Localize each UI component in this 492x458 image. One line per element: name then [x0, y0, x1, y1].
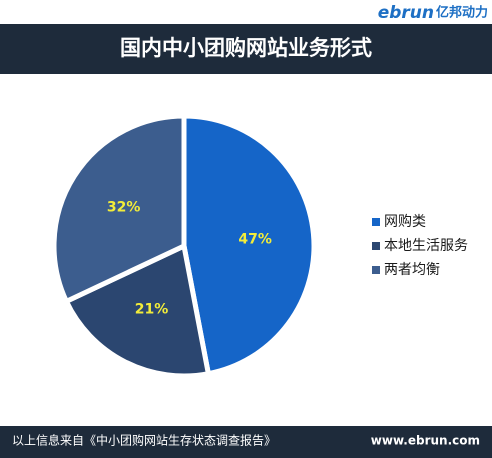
legend-swatch — [372, 242, 380, 250]
pie-slice — [181, 113, 317, 377]
logo-brand: ebrun — [378, 3, 434, 23]
pie-slice — [51, 113, 187, 305]
footer-url: www.ebrun.com — [371, 434, 480, 448]
data-label: 47% — [238, 231, 272, 247]
legend-swatch — [372, 218, 380, 226]
footer-source: 以上信息来自《中小团购网站生存状态调查报告》 — [12, 433, 276, 448]
pie: 47% 21% 32% — [51, 113, 317, 379]
chart-title: 国内中小团购网站业务形式 — [120, 36, 372, 60]
data-label: 32% — [107, 200, 141, 216]
logo-tagline: 亿邦动力 — [436, 5, 488, 21]
legend-label: 本地生活服务 — [384, 238, 468, 254]
legend-swatch — [372, 266, 380, 274]
footer-band — [0, 426, 492, 458]
pie-slice — [63, 242, 212, 379]
header-band — [0, 24, 492, 74]
legend-label: 网购类 — [384, 214, 426, 230]
data-label: 21% — [135, 302, 169, 318]
legend-label: 两者均衡 — [384, 262, 440, 278]
